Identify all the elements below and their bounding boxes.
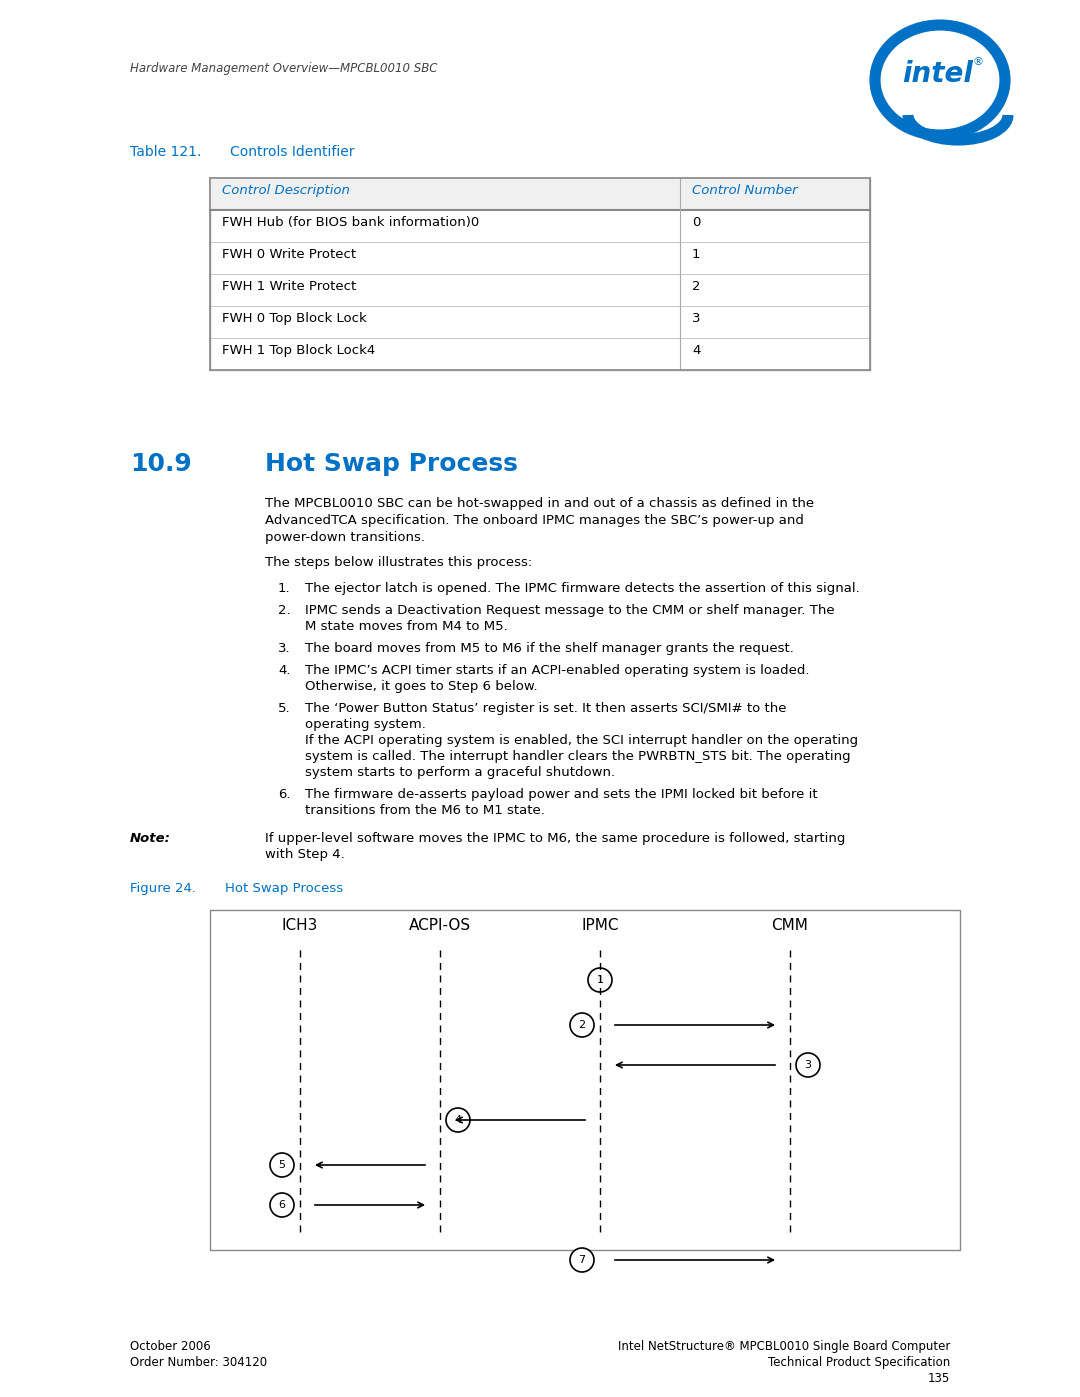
Text: system starts to perform a graceful shutdown.: system starts to perform a graceful shut…	[305, 766, 616, 780]
Text: transitions from the M6 to M1 state.: transitions from the M6 to M1 state.	[305, 805, 545, 817]
Text: IPMC sends a Deactivation Request message to the CMM or shelf manager. The: IPMC sends a Deactivation Request messag…	[305, 604, 835, 617]
Text: ACPI-OS: ACPI-OS	[409, 918, 471, 933]
Circle shape	[570, 1013, 594, 1037]
Text: The MPCBL0010 SBC can be hot-swapped in and out of a chassis as defined in the: The MPCBL0010 SBC can be hot-swapped in …	[265, 497, 814, 510]
Text: Order Number: 304120: Order Number: 304120	[130, 1356, 267, 1369]
Text: power-down transitions.: power-down transitions.	[265, 531, 426, 543]
Text: 10.9: 10.9	[130, 453, 192, 476]
Text: Technical Product Specification: Technical Product Specification	[768, 1356, 950, 1369]
Text: 4: 4	[692, 344, 700, 358]
Bar	[210, 177, 870, 370]
Text: Note:: Note:	[130, 833, 171, 845]
Text: 5: 5	[279, 1160, 285, 1171]
Text: The IPMC’s ACPI timer starts if an ACPI-enabled operating system is loaded.: The IPMC’s ACPI timer starts if an ACPI-…	[305, 664, 810, 678]
Text: 3: 3	[805, 1060, 811, 1070]
Text: 2: 2	[692, 279, 701, 293]
Text: 7: 7	[579, 1255, 585, 1266]
Circle shape	[570, 1248, 594, 1273]
Circle shape	[588, 968, 612, 992]
Text: 4: 4	[455, 1115, 461, 1125]
Text: Control Number: Control Number	[692, 184, 798, 197]
Text: The steps below illustrates this process:: The steps below illustrates this process…	[265, 556, 532, 569]
Text: The ejector latch is opened. The IPMC firmware detects the assertion of this sig: The ejector latch is opened. The IPMC fi…	[305, 583, 860, 595]
Text: 135: 135	[928, 1372, 950, 1384]
Circle shape	[796, 1053, 820, 1077]
Text: 1: 1	[596, 975, 604, 985]
Circle shape	[446, 1108, 470, 1132]
Text: If the ACPI operating system is enabled, the SCI interrupt handler on the operat: If the ACPI operating system is enabled,…	[305, 733, 859, 747]
Text: Control Description: Control Description	[222, 184, 350, 197]
Text: The board moves from M5 to M6 if the shelf manager grants the request.: The board moves from M5 to M6 if the she…	[305, 643, 794, 655]
Text: FWH 1 Top Block Lock4: FWH 1 Top Block Lock4	[222, 344, 375, 358]
Text: Intel NetStructure® MPCBL0010 Single Board Computer: Intel NetStructure® MPCBL0010 Single Boa…	[618, 1340, 950, 1354]
Text: ICH3: ICH3	[282, 918, 319, 933]
Text: Figure 24.: Figure 24.	[130, 882, 195, 895]
Text: October 2006: October 2006	[130, 1340, 211, 1354]
Text: The ‘Power Button Status’ register is set. It then asserts SCI/SMI# to the: The ‘Power Button Status’ register is se…	[305, 703, 786, 715]
Text: intel: intel	[903, 60, 973, 88]
Text: 0: 0	[692, 217, 700, 229]
Bar	[210, 177, 870, 210]
Text: FWH Hub (for BIOS bank information)0: FWH Hub (for BIOS bank information)0	[222, 217, 480, 229]
Text: operating system.: operating system.	[305, 718, 426, 731]
Text: Table 121.: Table 121.	[130, 145, 201, 159]
Text: CMM: CMM	[771, 918, 809, 933]
Text: FWH 0 Write Protect: FWH 0 Write Protect	[222, 249, 356, 261]
Text: 1.: 1.	[278, 583, 291, 595]
Text: with Step 4.: with Step 4.	[265, 848, 345, 861]
Text: The firmware de-asserts payload power and sets the IPMI locked bit before it: The firmware de-asserts payload power an…	[305, 788, 818, 800]
Text: Hot Swap Process: Hot Swap Process	[265, 453, 518, 476]
Text: Controls Identifier: Controls Identifier	[230, 145, 354, 159]
Text: If upper-level software moves the IPMC to M6, the same procedure is followed, st: If upper-level software moves the IPMC t…	[265, 833, 846, 845]
Circle shape	[270, 1193, 294, 1217]
Text: M state moves from M4 to M5.: M state moves from M4 to M5.	[305, 620, 508, 633]
Text: 5.: 5.	[278, 703, 291, 715]
Text: 2.: 2.	[278, 604, 291, 617]
Text: 1: 1	[692, 249, 701, 261]
Text: 6.: 6.	[278, 788, 291, 800]
Text: 4.: 4.	[278, 664, 291, 678]
Text: Hardware Management Overview—MPCBL0010 SBC: Hardware Management Overview—MPCBL0010 S…	[130, 61, 437, 75]
Text: 3: 3	[692, 312, 701, 326]
Text: Otherwise, it goes to Step 6 below.: Otherwise, it goes to Step 6 below.	[305, 680, 538, 693]
Circle shape	[270, 1153, 294, 1178]
Text: 6: 6	[279, 1200, 285, 1210]
Text: FWH 1 Write Protect: FWH 1 Write Protect	[222, 279, 356, 293]
Text: ®: ®	[972, 57, 984, 67]
Text: FWH 0 Top Block Lock: FWH 0 Top Block Lock	[222, 312, 367, 326]
Bar	[210, 909, 960, 1250]
Text: 3.: 3.	[278, 643, 291, 655]
Text: AdvancedTCA specification. The onboard IPMC manages the SBC’s power-up and: AdvancedTCA specification. The onboard I…	[265, 514, 804, 527]
Text: system is called. The interrupt handler clears the PWRBTN_STS bit. The operating: system is called. The interrupt handler …	[305, 750, 851, 763]
Text: IPMC: IPMC	[581, 918, 619, 933]
Text: Hot Swap Process: Hot Swap Process	[225, 882, 343, 895]
Text: 2: 2	[579, 1020, 585, 1030]
